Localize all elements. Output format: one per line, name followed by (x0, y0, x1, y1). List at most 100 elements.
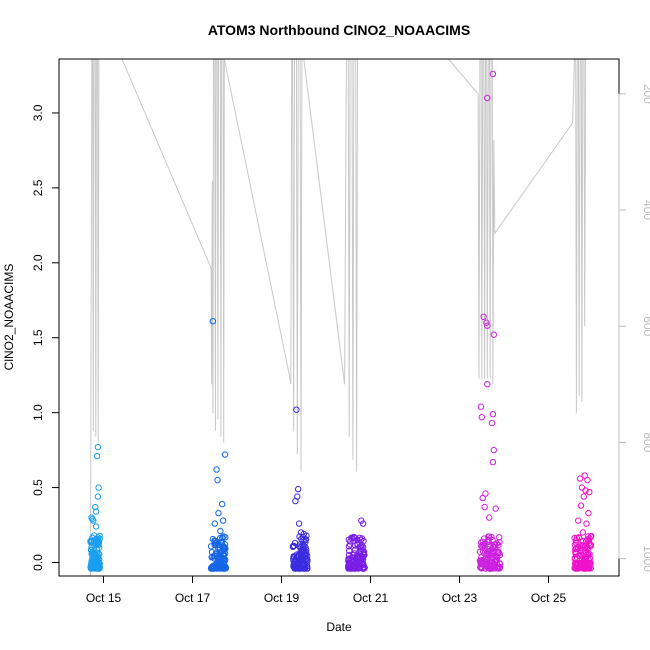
y-axis-label: ClNO2_NOAACIMS (2, 264, 16, 371)
data-point (95, 538, 102, 545)
data-point (493, 540, 501, 547)
data-point (491, 544, 499, 551)
data-point (93, 546, 101, 553)
data-point (92, 503, 99, 511)
data-point (213, 466, 220, 473)
x-tick-label: Oct 25 (531, 591, 567, 605)
secondary-y-axis: 200 400 600 800 1000 (618, 84, 650, 572)
data-point (479, 548, 487, 555)
data-point (584, 559, 592, 567)
data-point (494, 548, 502, 556)
secondary-y-tick-label: 1000 (641, 545, 650, 572)
data-point (485, 538, 492, 545)
data-point (479, 494, 486, 502)
secondary-y-tick-label: 200 (641, 84, 650, 104)
data-point (488, 419, 496, 427)
data-point (349, 565, 356, 572)
x-tick-label: Oct 17 (175, 591, 211, 605)
data-point (484, 94, 491, 102)
data-point (572, 546, 579, 553)
y-tick-label: 2.0 (31, 254, 45, 271)
data-point (477, 564, 484, 571)
data-point (490, 446, 497, 454)
data-point (209, 318, 217, 325)
data-point (496, 560, 503, 567)
altitude-track-layer (86, 58, 590, 577)
data-point (490, 554, 497, 561)
data-point (346, 547, 353, 554)
data-point (210, 553, 218, 560)
y-tick-label: 0.0 (31, 554, 45, 571)
data-point (356, 554, 363, 561)
data-point (304, 558, 311, 566)
data-point (91, 532, 98, 539)
data-point (575, 552, 582, 559)
data-point (354, 536, 361, 544)
data-point (580, 493, 587, 500)
secondary-y-tick-label: 800 (641, 432, 650, 452)
data-point (480, 313, 487, 320)
data-point (478, 542, 485, 550)
data-point (581, 472, 588, 479)
data-point (94, 493, 102, 500)
data-point (220, 559, 227, 566)
data-point (484, 381, 491, 388)
data-point (359, 520, 367, 527)
data-point (89, 551, 96, 558)
data-point (486, 549, 493, 556)
data-point (496, 534, 503, 541)
data-point (360, 553, 367, 561)
data-point (302, 536, 309, 544)
data-point (359, 562, 366, 569)
data-point (582, 487, 589, 494)
data-point (87, 564, 95, 571)
data-point (290, 553, 297, 560)
data-point (585, 537, 593, 544)
y-tick-label: 1.5 (31, 329, 45, 346)
data-point (92, 523, 100, 530)
secondary-y-tick-label: 400 (641, 200, 650, 220)
data-point (91, 541, 98, 548)
data-point (571, 555, 579, 563)
data-point (486, 514, 493, 521)
y-tick-label: 0.5 (31, 479, 45, 496)
data-point (484, 322, 491, 329)
data-point (482, 490, 489, 497)
data-point (478, 414, 485, 421)
data-point (351, 554, 359, 561)
data-point (210, 565, 218, 572)
data-point (489, 411, 497, 418)
data-point (93, 452, 101, 460)
data-point (583, 520, 590, 527)
data-point (221, 451, 229, 458)
data-point (219, 534, 226, 541)
data-point (349, 554, 356, 561)
data-point (292, 563, 299, 570)
data-point (300, 530, 307, 538)
data-point (294, 552, 302, 559)
data-point (577, 502, 585, 509)
data-point (488, 533, 495, 541)
data-point (483, 560, 490, 567)
data-point (219, 517, 227, 524)
data-point (576, 475, 584, 482)
data-point (214, 476, 221, 484)
data-point (359, 544, 367, 551)
data-point (91, 560, 98, 567)
altitude-line (86, 58, 590, 577)
data-point (478, 560, 486, 567)
x-tick-label: Oct 19 (264, 591, 300, 605)
data-point (95, 484, 102, 491)
data-point (587, 533, 594, 540)
secondary-y-tick-label: 600 (641, 316, 650, 336)
data-point (581, 560, 589, 567)
y-tick-label: 3.0 (31, 104, 45, 121)
data-point (483, 319, 490, 326)
data-point (92, 508, 100, 515)
data-point (211, 555, 218, 562)
data-point (217, 527, 224, 535)
data-point (492, 505, 499, 512)
data-point (215, 509, 222, 517)
data-point (301, 562, 309, 569)
data-point (89, 554, 96, 561)
